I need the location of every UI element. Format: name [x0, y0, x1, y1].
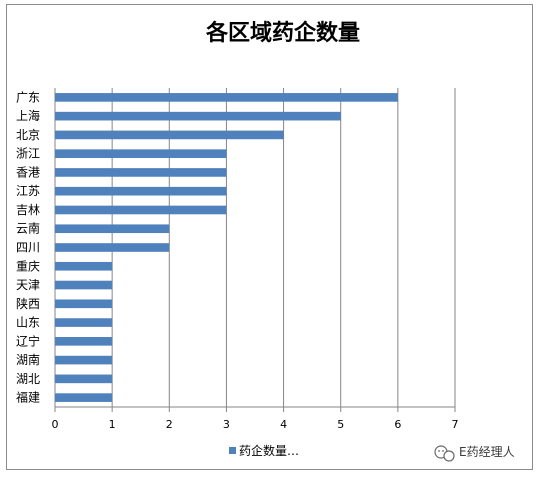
bar — [55, 280, 113, 290]
category-label: 湖北 — [16, 371, 40, 386]
watermark: E药经理人 — [434, 445, 515, 462]
category-label: 广东 — [16, 90, 40, 104]
category-label: 重庆 — [16, 259, 40, 273]
chart-frame — [6, 4, 533, 470]
category-label: 陕西 — [16, 296, 40, 311]
bar — [55, 111, 341, 121]
bar — [55, 261, 113, 271]
x-tick-label: 7 — [452, 418, 459, 431]
legend: 药企数量… — [229, 443, 299, 458]
chart-title: 各区域药企数量 — [205, 20, 360, 46]
category-label: 北京 — [16, 128, 40, 142]
bar — [55, 299, 113, 309]
x-tick-label: 4 — [280, 418, 287, 431]
bar — [55, 393, 113, 402]
category-label: 上海 — [16, 108, 40, 123]
bar — [55, 224, 170, 234]
bar — [55, 337, 113, 346]
legend-swatch — [229, 447, 236, 454]
bar — [55, 355, 113, 365]
category-label: 山东 — [16, 316, 40, 330]
category-label: 湖南 — [16, 352, 40, 367]
category-label: 福建 — [16, 390, 40, 405]
category-label: 江苏 — [16, 184, 40, 198]
bar — [55, 243, 170, 252]
category-label: 浙江 — [16, 147, 40, 161]
bar — [55, 374, 113, 384]
x-tick-labels: 0 1 2 3 4 5 6 7 — [52, 418, 459, 431]
wechat-icon — [434, 445, 455, 462]
x-tick-label: 6 — [394, 418, 401, 431]
legend-label: 药企数量… — [239, 443, 299, 458]
x-tick-label: 5 — [337, 418, 344, 431]
category-label: 云南 — [16, 221, 40, 236]
category-label: 辽宁 — [16, 333, 40, 348]
x-tick-label: 3 — [223, 418, 230, 431]
gridlines — [54, 88, 456, 412]
category-label: 四川 — [16, 241, 40, 255]
bars — [55, 93, 398, 402]
category-label: 天津 — [16, 278, 40, 292]
bar — [55, 186, 227, 196]
x-tick-label: 1 — [109, 418, 116, 431]
category-label: 吉林 — [16, 203, 40, 217]
bar — [55, 93, 398, 102]
watermark-text: E药经理人 — [459, 445, 515, 459]
bar — [55, 130, 284, 140]
category-label: 香港 — [16, 165, 40, 179]
bar — [55, 318, 113, 327]
bar — [55, 149, 227, 158]
bar — [55, 168, 227, 177]
x-tick-label: 0 — [52, 418, 59, 431]
bar — [55, 205, 227, 215]
x-tick-label: 2 — [166, 418, 173, 431]
